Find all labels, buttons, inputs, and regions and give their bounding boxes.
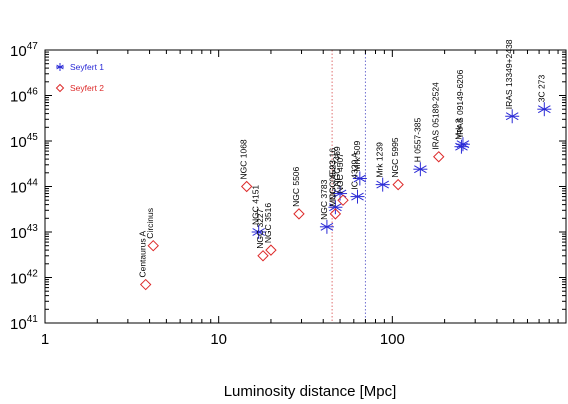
legend-marker-seyfert2 [55,83,65,93]
y-tick-label: 1044 [10,178,38,197]
seyfert1-point [328,200,343,215]
point-label: NGC 3783 [319,179,329,219]
legend-label: Seyfert 1 [70,62,104,72]
vertical-reference-lines [331,50,366,323]
point-label: NGC 1068 [239,139,249,179]
seyfert1-point [455,137,470,152]
y-tick-label: 1042 [10,269,38,288]
seyfert1-point [537,102,552,117]
axis-ticks: 1 10 100 1041 1042 1043 1044 1045 1046 1047 [10,41,566,348]
seyfert1-point [352,171,367,186]
point-label: NGC 7469 [332,146,342,186]
point-label: IRAS 09149-6206 [455,69,465,137]
seyfert2-point [433,151,445,163]
point-label: Centaurus A [138,230,148,277]
point-label: Circinus [145,208,155,239]
point-label: NGC 4593 [327,160,337,200]
point-label: MCG -05-23-16 [327,148,337,207]
data-points [139,102,552,291]
point-label: IRAS 05189-2524 [431,82,441,150]
y-tick-label: 1046 [10,87,38,106]
point-label: NGC 3227 [255,208,265,248]
seyfert2-point [257,250,269,262]
seyfert2-point [139,278,152,291]
seyfert1-point [251,225,266,239]
y-tick-label: 1041 [10,314,38,333]
point-label: 3C 273 [536,75,546,103]
point-label: NGC 4151 [251,185,261,225]
seyfert1-point [413,162,428,177]
legend: Seyfert 1 Seyfert 2 [55,62,104,93]
seyfert2-point [147,239,159,252]
seyfert2-point [337,194,349,206]
x-tick-label: 10 [210,331,227,348]
point-label: NGC 3516 [263,203,273,243]
point-label: NGC 4507 [335,153,345,193]
axes [44,49,567,324]
point-label: IC 4329 A [349,152,359,190]
point-label: H 0557-385 [412,118,422,163]
point-label: NGC 5506 [291,166,301,206]
seyfert2-point [329,208,342,220]
seyfert2-point [392,178,404,191]
legend-marker-seyfert1 [56,63,64,71]
seyfert2-point [293,208,305,220]
seyfert1-point [375,177,390,192]
y-tick-label: 1043 [10,223,38,242]
x-tick-label: 100 [380,331,405,348]
seyfert1-point [319,219,334,234]
y-tick-label: 1045 [10,132,38,151]
y-tick-label: 1047 [10,41,38,60]
plot-frame [44,49,567,324]
seyfert2-point [240,180,253,193]
seyfert1-point [505,109,520,124]
seyfert2-point [265,244,277,256]
point-label: Mrk 3 [453,118,463,140]
point-label: NGC 5995 [390,137,400,177]
x-axis-label: Luminosity distance [Mpc] [224,383,397,400]
seyfert1-point [350,189,365,204]
point-label: Mrk 1239 [375,142,385,178]
point-label: Mrk 509 [352,141,362,172]
x-tick-label: 1 [41,331,49,348]
legend-label: Seyfert 2 [70,83,104,93]
point-label: IRAS 13349+2438 [504,39,514,109]
